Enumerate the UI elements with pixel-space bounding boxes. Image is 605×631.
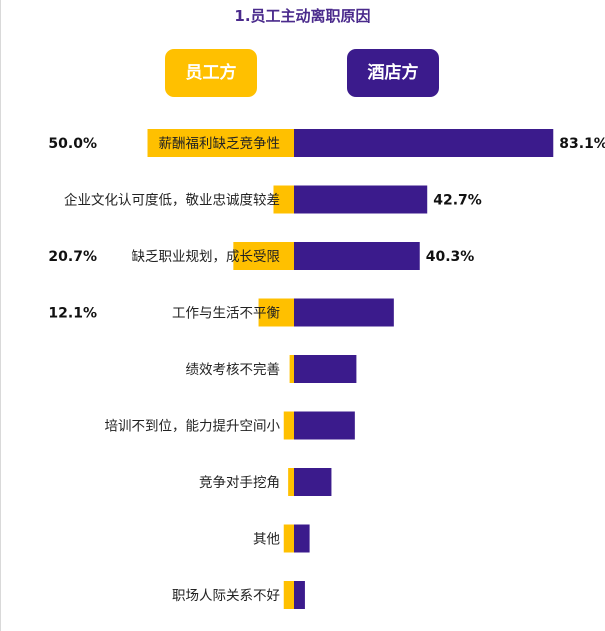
hotel-bar — [294, 242, 420, 270]
hotel-bar — [294, 411, 355, 440]
hotel-bar — [294, 468, 332, 496]
employee-bar — [233, 242, 294, 270]
employee-value-label: 20.7% — [48, 249, 97, 265]
category-label: 其他 — [253, 532, 280, 548]
employee-bar — [283, 524, 294, 553]
hotel-value-label: 83.1% — [559, 136, 605, 152]
legend-hotel-badge: 酒店方 — [347, 49, 439, 97]
category-label: 薪酬福利缺乏竞争性 — [159, 135, 281, 152]
hotel-bar — [294, 298, 394, 327]
hotel-bar — [294, 185, 428, 214]
category-label: 工作与生活不平衡 — [172, 306, 280, 322]
employee-bar — [283, 411, 294, 440]
employee-bar — [288, 468, 294, 496]
employee-bar — [273, 185, 294, 214]
category-label: 培训不到位，能力提升空间小 — [105, 419, 281, 435]
category-label: 企业文化认可度低，敬业忠诚度较差 — [64, 192, 280, 209]
employee-bar — [258, 298, 294, 327]
category-label: 竞争对手挖角 — [199, 474, 280, 491]
employee-bar — [147, 129, 294, 157]
chart-title: 1.员工主动离职原因 — [234, 7, 371, 25]
left-frame-line — [0, 0, 1, 631]
category-label: 绩效考核不完善 — [186, 362, 281, 378]
employee-bar — [289, 355, 294, 383]
employee-value-label: 50.0% — [48, 136, 97, 152]
legend-employee-badge: 员工方 — [165, 49, 257, 97]
hotel-bar — [294, 581, 305, 609]
hotel-bar — [294, 524, 310, 553]
employee-bar — [283, 581, 294, 609]
category-label: 职场人际关系不好 — [172, 588, 280, 604]
hotel-bar — [294, 355, 357, 383]
hotel-value-label: 42.7% — [433, 193, 482, 209]
hotel-bar — [294, 129, 554, 157]
hotel-value-label: 40.3% — [426, 249, 475, 265]
category-label: 缺乏职业规划，成长受限 — [132, 249, 281, 265]
employee-value-label: 12.1% — [48, 306, 97, 322]
